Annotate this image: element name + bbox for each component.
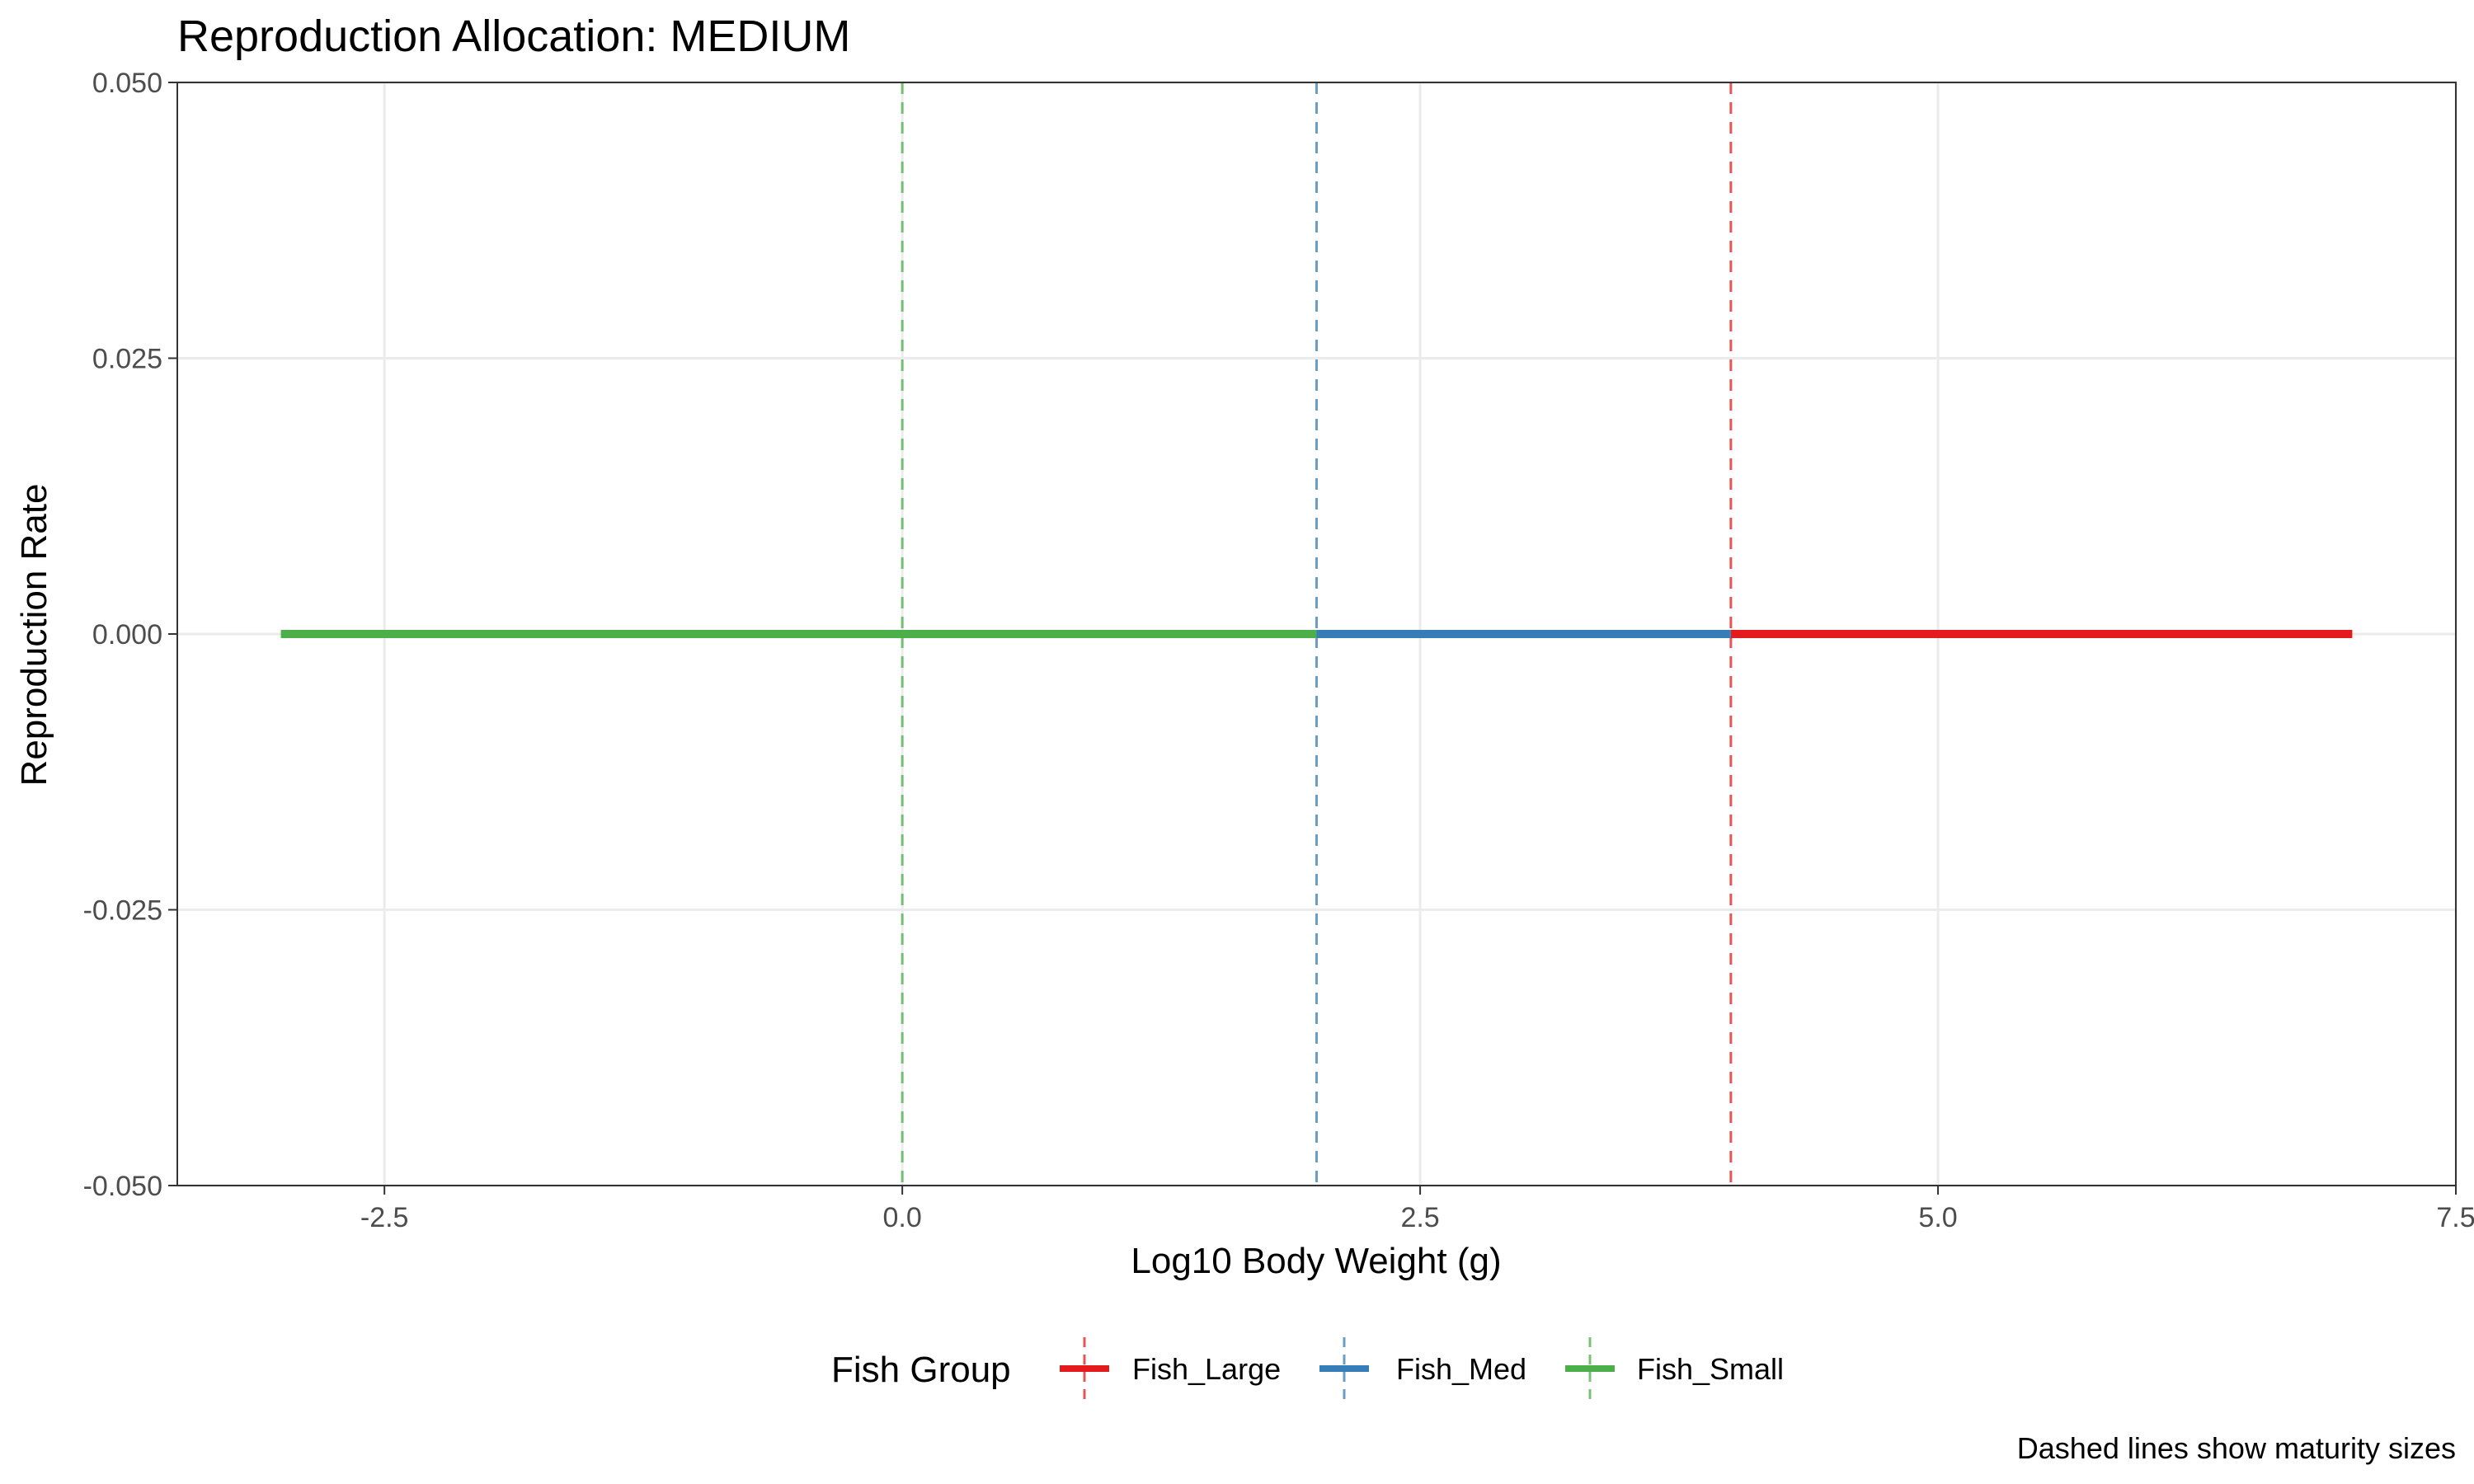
- x-tick-label-2: 2.5: [1400, 1202, 1439, 1233]
- y-tick-label-2: 0.000: [92, 619, 162, 650]
- x-axis-title: Log10 Body Weight (g): [1131, 1241, 1501, 1281]
- legend-item-Fish_Small: Fish_Small: [1565, 1337, 1784, 1400]
- legend-item-Fish_Med: Fish_Med: [1319, 1337, 1526, 1400]
- legend-item-Fish_Large: Fish_Large: [1060, 1337, 1281, 1400]
- legend-label: Fish_Large: [1132, 1352, 1281, 1386]
- caption: Dashed lines show maturity sizes: [2017, 1431, 2456, 1465]
- x-tick-label-4: 7.5: [2436, 1202, 2474, 1233]
- y-axis-title: Reproduction Rate: [14, 484, 54, 787]
- x-tick-label-3: 5.0: [1918, 1202, 1957, 1233]
- axis-layer: -2.5 0.0 2.5 5.0 7.5 -0.050 -0.025 0.000 0.025 0.…: [83, 68, 2474, 1233]
- x-tick-label-1: 0.0: [883, 1202, 922, 1233]
- legend-title: Fish Group: [831, 1350, 1011, 1390]
- legend-label: Fish_Small: [1637, 1352, 1784, 1386]
- maturity-lines: [901, 82, 1733, 1186]
- y-tick-label-4: 0.050: [92, 68, 162, 99]
- y-tick-label-1: -0.025: [83, 895, 162, 927]
- y-tick-label-3: 0.025: [92, 344, 162, 375]
- legend-label: Fish_Med: [1396, 1352, 1526, 1386]
- y-tick-label-0: -0.050: [83, 1171, 162, 1202]
- chart-title: Reproduction Allocation: MEDIUM: [177, 12, 850, 61]
- legend: Fish_Large Fish_Med Fish_Small: [1060, 1337, 1784, 1400]
- x-tick-label-0: -2.5: [360, 1202, 409, 1233]
